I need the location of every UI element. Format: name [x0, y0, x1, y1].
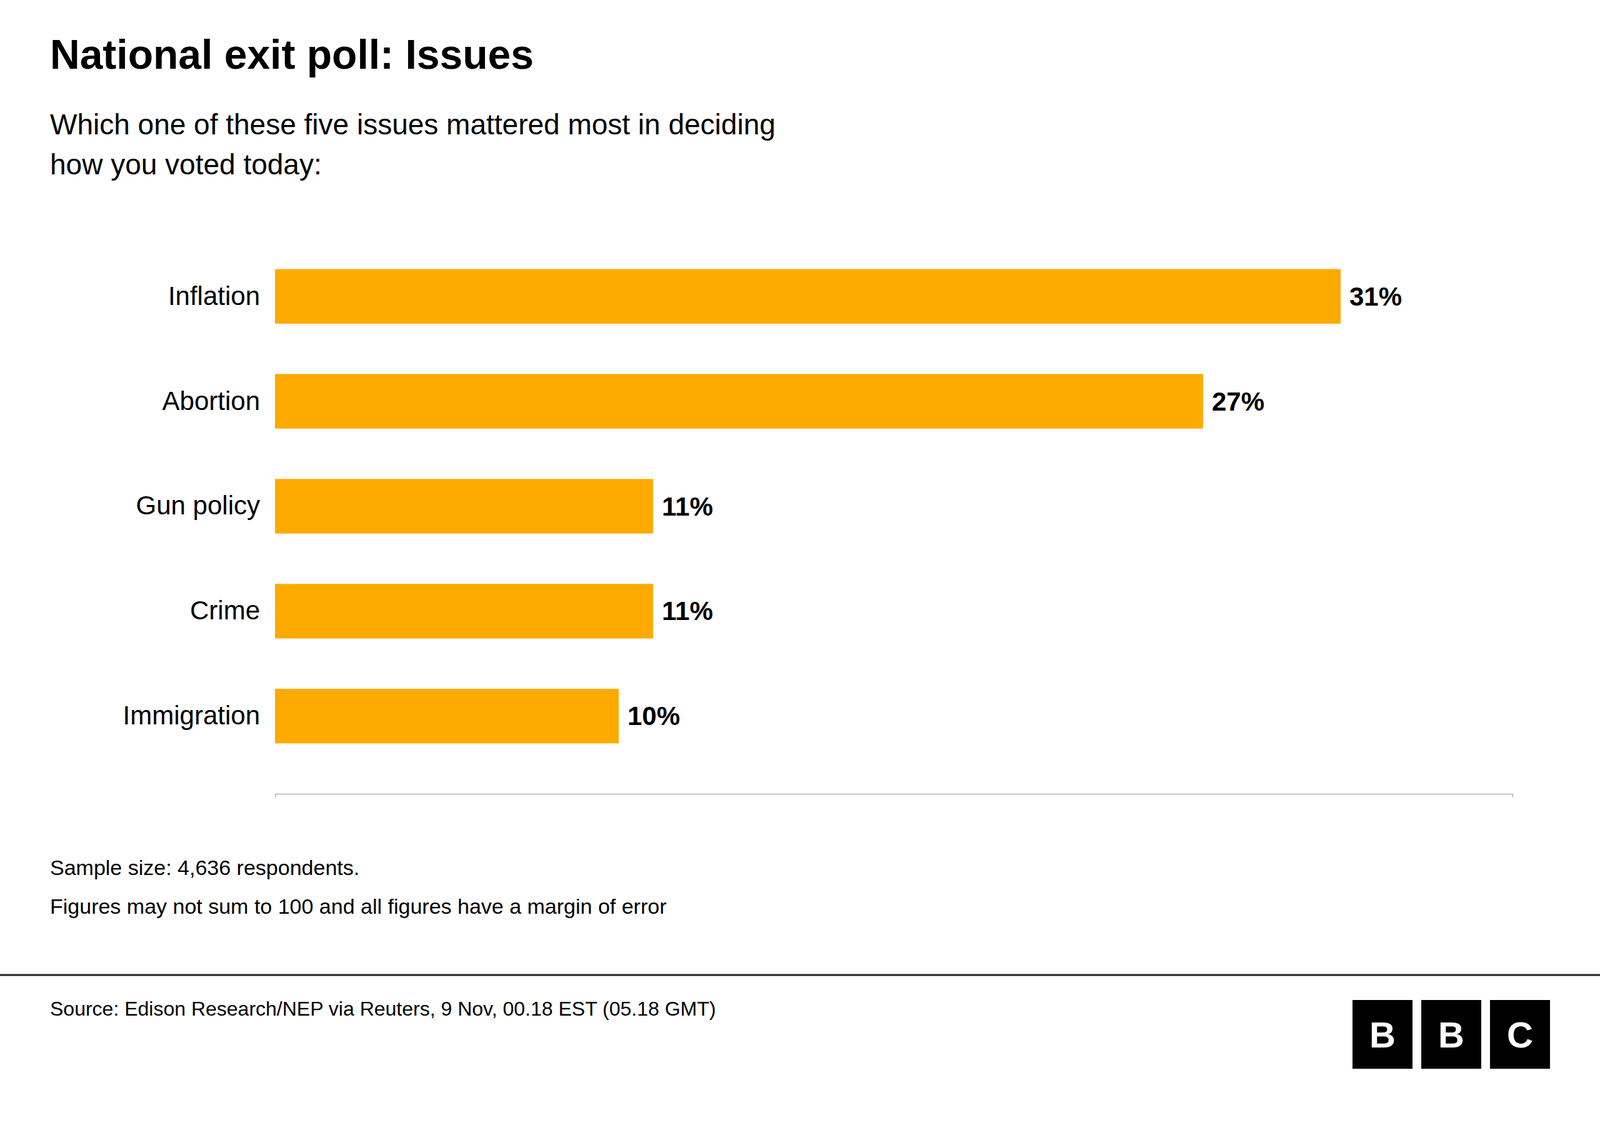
- category-label: Abortion: [162, 386, 260, 416]
- category-label: Crime: [190, 595, 260, 625]
- logo-letter: B: [1369, 1014, 1396, 1055]
- bar: [275, 269, 1341, 324]
- logo: BBC: [1352, 1000, 1550, 1069]
- data-label: 31%: [1349, 281, 1402, 312]
- logo-letter: C: [1506, 1014, 1534, 1055]
- category-label: Gun policy: [136, 490, 260, 520]
- bars: [275, 269, 1341, 744]
- category-label: Immigration: [123, 700, 260, 730]
- source: Source: Edison Research/NEP via Reuters,…: [50, 997, 716, 1020]
- y-axis: Inflation Abortion Gun policy Crime Immigrat…: [123, 281, 260, 731]
- logo-box: [1421, 1000, 1482, 1069]
- data-labels: 31% 27% 11% 11% 10%: [627, 281, 1402, 732]
- category-label: Inflation: [168, 281, 260, 311]
- y-tick: Crime: [190, 595, 260, 625]
- y-tick: Immigration: [123, 700, 260, 730]
- y-tick: Abortion: [162, 386, 260, 416]
- footnotes: Sample size: 4,636 respondents. Figures m…: [50, 855, 667, 919]
- footnote: Sample size: 4,636 respondents.: [50, 855, 360, 880]
- footnote: Figures may not sum to 100 and all figur…: [50, 894, 667, 919]
- logo-box: [1490, 1000, 1550, 1069]
- title: National exit poll: Issues: [50, 31, 534, 78]
- bar: [275, 583, 654, 639]
- subtitle-line: how you voted today:: [50, 148, 322, 181]
- data-label: 11%: [661, 596, 714, 626]
- data-label: 11%: [661, 491, 714, 522]
- logo-letter: B: [1438, 1014, 1465, 1055]
- separator: [0, 974, 1600, 977]
- x-axis: [275, 794, 1514, 799]
- data-label: 27%: [1211, 386, 1265, 417]
- logo-box: [1352, 1000, 1413, 1069]
- bar: [275, 373, 1204, 429]
- bar: [275, 478, 654, 534]
- x-axis-line: [275, 794, 1514, 799]
- y-tick: Gun policy: [136, 490, 260, 520]
- subtitle: Which one of these five issues mattered …: [50, 108, 776, 181]
- subtitle-line: Which one of these five issues mattered …: [50, 108, 776, 141]
- data-label: 10%: [627, 701, 680, 731]
- bar: [275, 688, 619, 744]
- y-tick: Inflation: [168, 281, 260, 311]
- chart: National exit poll: Issues Which one of t…: [0, 0, 1600, 1125]
